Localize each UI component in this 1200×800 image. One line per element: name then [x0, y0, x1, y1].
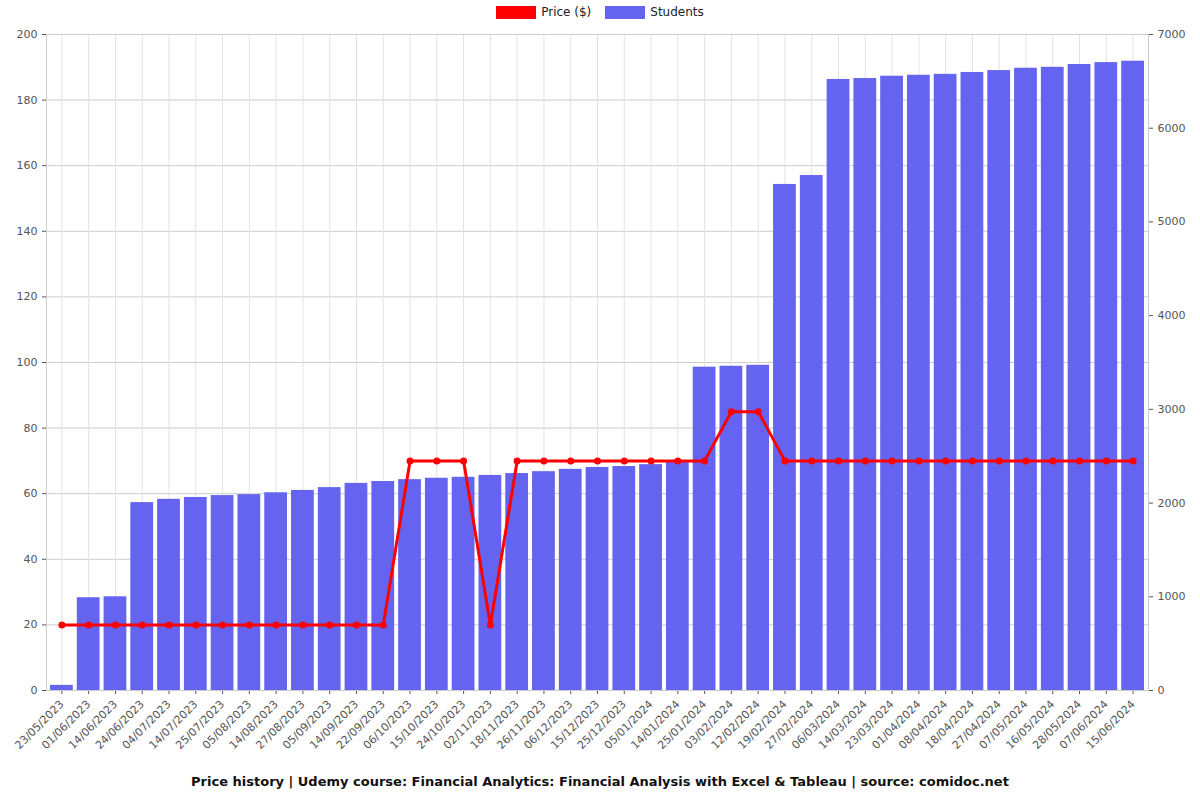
svg-text:120: 120	[17, 290, 38, 303]
svg-text:06/12/2023: 06/12/2023	[521, 697, 576, 752]
svg-text:100: 100	[17, 356, 38, 369]
svg-text:04/07/2023: 04/07/2023	[119, 697, 174, 752]
svg-text:27/02/2024: 27/02/2024	[762, 697, 817, 752]
svg-text:14/07/2023: 14/07/2023	[146, 697, 201, 752]
svg-text:18/04/2024: 18/04/2024	[923, 697, 977, 752]
svg-text:200: 200	[17, 28, 38, 41]
svg-text:25/12/2023: 25/12/2023	[574, 697, 629, 752]
svg-text:01/04/2024: 01/04/2024	[869, 697, 924, 752]
svg-text:27/08/2023: 27/08/2023	[253, 697, 308, 752]
html-text:Price history | Udemy course:: Price history | Udemy course: Financial …	[191, 774, 1009, 789]
svg-text:40: 40	[24, 553, 38, 566]
svg-text:1000: 1000	[1158, 590, 1186, 603]
svg-text:03/02/2024: 03/02/2024	[682, 697, 736, 752]
svg-text:180: 180	[17, 94, 38, 107]
svg-text:15/10/2023: 15/10/2023	[387, 697, 442, 752]
svg-text:05/08/2023: 05/08/2023	[199, 697, 254, 752]
svg-text:140: 140	[17, 225, 38, 238]
svg-text:16/05/2024: 16/05/2024	[1003, 697, 1058, 752]
svg-text:25/07/2023: 25/07/2023	[173, 697, 228, 752]
svg-text:5000: 5000	[1158, 215, 1186, 228]
svg-text:06/10/2023: 06/10/2023	[360, 697, 415, 752]
svg-text:2000: 2000	[1158, 497, 1186, 510]
svg-text:80: 80	[24, 422, 38, 435]
svg-text:23/03/2024: 23/03/2024	[842, 697, 897, 752]
svg-text:14/06/2023: 14/06/2023	[66, 697, 121, 752]
svg-text:7000: 7000	[1158, 28, 1186, 41]
svg-text:24/10/2023: 24/10/2023	[414, 697, 469, 752]
svg-text:4000: 4000	[1158, 309, 1186, 322]
svg-text:07/05/2024: 07/05/2024	[976, 697, 1031, 752]
html-text:Price ($): Price ($)	[541, 5, 592, 19]
html-text:Students: Students	[650, 5, 704, 19]
svg-text:23/05/2023: 23/05/2023	[12, 697, 67, 752]
svg-text:6000: 6000	[1158, 122, 1186, 135]
svg-text:15/12/2023: 15/12/2023	[548, 697, 603, 752]
svg-text:25/01/2024: 25/01/2024	[655, 697, 710, 752]
svg-text:02/11/2023: 02/11/2023	[441, 697, 495, 752]
svg-text:18/11/2023: 18/11/2023	[467, 697, 522, 752]
svg-text:27/04/2024: 27/04/2024	[949, 697, 1004, 752]
svg-text:05/01/2024: 05/01/2024	[601, 697, 656, 752]
svg-text:28/05/2024: 28/05/2024	[1030, 697, 1085, 752]
svg-text:160: 160	[17, 159, 38, 172]
svg-text:24/06/2023: 24/06/2023	[92, 697, 147, 752]
svg-text:19/02/2024: 19/02/2024	[735, 697, 790, 752]
svg-text:14/01/2024: 14/01/2024	[628, 697, 683, 752]
svg-text:06/03/2024: 06/03/2024	[789, 697, 844, 752]
svg-text:26/11/2023: 26/11/2023	[494, 697, 549, 752]
svg-text:22/09/2023: 22/09/2023	[333, 697, 388, 752]
svg-text:12/02/2024: 12/02/2024	[708, 697, 763, 752]
svg-text:05/09/2023: 05/09/2023	[280, 697, 335, 752]
svg-text:0: 0	[1158, 684, 1165, 697]
svg-text:14/08/2023: 14/08/2023	[226, 697, 281, 752]
svg-text:01/06/2023: 01/06/2023	[39, 697, 94, 752]
svg-text:08/04/2024: 08/04/2024	[896, 697, 951, 752]
svg-text:20: 20	[24, 618, 38, 631]
svg-text:14/03/2024: 14/03/2024	[815, 697, 870, 752]
svg-text:0: 0	[31, 684, 38, 697]
svg-text:14/09/2023: 14/09/2023	[307, 697, 362, 752]
svg-text:3000: 3000	[1158, 403, 1186, 416]
svg-text:15/06/2024: 15/06/2024	[1084, 698, 1138, 752]
svg-text:07/06/2024: 07/06/2024	[1056, 697, 1111, 752]
svg-text:60: 60	[24, 487, 38, 500]
